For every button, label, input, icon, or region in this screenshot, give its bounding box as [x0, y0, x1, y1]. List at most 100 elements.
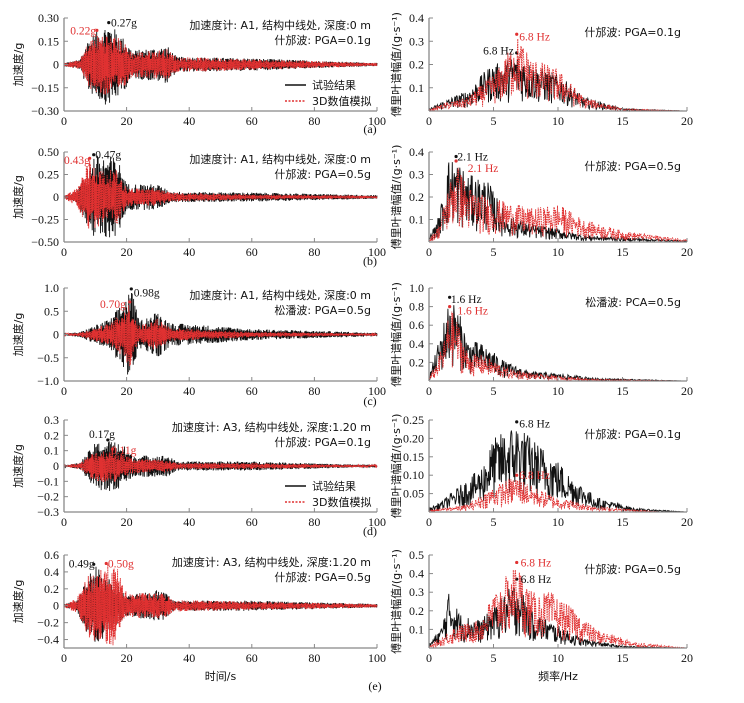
y-tick-label: 1.0 — [44, 281, 59, 295]
y-tick-label: 0.10 — [403, 468, 424, 482]
sim-series-line — [428, 569, 687, 649]
sim-series-line — [63, 305, 378, 367]
x-tick-label: 60 — [246, 245, 258, 259]
x-tick-label: 15 — [617, 515, 629, 529]
plot-title: 什邡波: PGA=0.1g — [584, 25, 681, 39]
y-tick-label: 0.15 — [38, 34, 59, 48]
y-tick-label: 0 — [53, 599, 59, 613]
x-tick-label: 20 — [681, 245, 693, 259]
y-tick-label: −0.30 — [31, 104, 59, 118]
time-history-plot: 0.30.20.10−0.1−0.2−0.30 20 40 60 80 100加速度/g加… — [11, 413, 386, 529]
x-tick-label: 60 — [246, 384, 258, 398]
panel-label: (a) — [363, 122, 376, 136]
peak-annotation: 6.8 Hz — [519, 32, 550, 44]
y-axis-label: 傅里叶谱幅值/(g·s⁻¹) — [389, 414, 403, 519]
y-tick-label: 0.3 — [44, 413, 59, 427]
y-tick-label: 0.05 — [403, 487, 424, 501]
fourier-spectrum-plot: 0.5 0.4 0.3 0.2 0.1 0 5 10 15 20 傅里叶谱幅值/(g·s⁻¹) 什邡波… — [389, 548, 693, 683]
y-tick-label: 0.15 — [403, 450, 424, 464]
x-tick-label: 0 — [61, 515, 67, 529]
peak-annotation: 0.98g — [134, 288, 160, 300]
y-tick-label: 0.30 — [38, 11, 59, 25]
peak-marker — [454, 159, 458, 163]
y-tick-label: 0.1 — [409, 81, 424, 95]
x-tick-label: 80 — [308, 515, 320, 529]
plot-title: 加速度计: A1, 结构中线处, 深度:0 m — [189, 152, 371, 166]
sim-series-line — [63, 450, 378, 483]
x-tick-label: 20 — [681, 384, 693, 398]
x-tick-label: 5 — [491, 384, 497, 398]
y-tick-label: −0.50 — [31, 235, 59, 249]
sim-series-line — [428, 38, 687, 113]
peak-marker — [88, 156, 92, 160]
x-tick-label: 20 — [681, 515, 693, 529]
peak-marker — [92, 153, 96, 157]
plot-title: 什邡波: PGA=0.5g — [584, 562, 681, 576]
peak-annotation: 6.8 Hz — [521, 557, 552, 569]
x-tick-label: 0 — [426, 384, 432, 398]
x-tick-label: 40 — [183, 651, 195, 665]
y-tick-label: 0.1 — [44, 444, 59, 458]
y-tick-label: 0.2 — [44, 582, 59, 596]
y-tick-label: 0 — [53, 58, 59, 72]
time-history-plot: 0.500.250−0.25−0.500 20 40 60 80 100加速度/g加速度计… — [11, 145, 386, 259]
y-tick-label: 0 — [53, 190, 59, 204]
x-tick-label: 5 — [491, 245, 497, 259]
x-tick-label: 0 — [61, 245, 67, 259]
x-tick-label: 80 — [308, 651, 320, 665]
sim-series-line — [63, 564, 378, 646]
x-tick-label: 10 — [552, 245, 564, 259]
y-tick-label: 0.3 — [409, 168, 424, 182]
test-series-line — [428, 588, 687, 649]
legend-sim-label: 3D数值模拟 — [312, 495, 371, 509]
legend-test-label: 试验结果 — [312, 479, 356, 493]
peak-annotation: 2.1 Hz — [457, 152, 488, 164]
peak-marker — [448, 295, 452, 299]
x-tick-label: 15 — [617, 114, 629, 128]
peak-marker — [106, 438, 110, 442]
y-tick-label: 0.1 — [409, 213, 424, 227]
fourier-spectrum-plot: 1.0 0.8 0.6 0.4 0.2 0 5 10 15 20 傅里叶谱幅值/(g·s⁻¹) 松潘波… — [389, 281, 693, 398]
y-tick-label: −1.0 — [37, 374, 59, 388]
y-tick-label: 0.5 — [44, 304, 59, 318]
panel-label: (b) — [363, 254, 377, 268]
peak-annotation: 1.6 Hz — [451, 294, 482, 306]
sim-series-line — [63, 160, 378, 229]
x-tick-label: 0 — [61, 114, 67, 128]
y-axis-label: 傅里叶谱幅值/(g·s⁻¹) — [389, 12, 403, 117]
y-tick-label: −0.4 — [37, 633, 59, 647]
y-tick-label: 0.4 — [409, 337, 424, 351]
y-tick-label: 0.1 — [409, 622, 424, 636]
x-tick-label: 15 — [617, 651, 629, 665]
y-tick-label: 0.8 — [409, 300, 424, 314]
plot-subtitle: 什邡波: PGA=0.5g — [274, 167, 371, 181]
x-tick-label: 0 — [61, 651, 67, 665]
y-tick-label: 0.4 — [409, 567, 424, 581]
x-tick-label: 40 — [183, 515, 195, 529]
x-tick-label: 100 — [368, 651, 386, 665]
plot-title: 什邡波: PGA=0.1g — [584, 427, 681, 441]
peak-marker — [104, 561, 108, 566]
x-tick-label: 0 — [426, 515, 432, 529]
panel-label: (d) — [363, 524, 377, 538]
y-tick-label: 0 — [53, 459, 59, 473]
x-tick-label: 0 — [426, 651, 432, 665]
x-tick-label: 10 — [552, 651, 564, 665]
test-series-line — [428, 162, 688, 243]
x-tick-label: 60 — [246, 114, 258, 128]
peak-marker — [515, 560, 519, 565]
peak-annotation: 2.1 Hz — [468, 163, 499, 175]
sim-series-line — [428, 478, 687, 514]
y-tick-label: 0 — [53, 328, 59, 342]
x-tick-label: 20 — [121, 651, 133, 665]
y-tick-label: 0.2 — [409, 355, 424, 369]
peak-marker — [92, 562, 96, 566]
peak-annotation: 1.6 Hz — [457, 305, 488, 317]
x-tick-label: 100 — [368, 515, 386, 529]
test-series-line — [428, 430, 687, 513]
x-tick-label: 40 — [183, 114, 195, 128]
y-tick-label: 0.25 — [38, 168, 59, 182]
plot-title: 加速度计: A3, 结构中线处, 深度:1.20 m — [172, 555, 371, 569]
peak-marker — [515, 32, 519, 36]
